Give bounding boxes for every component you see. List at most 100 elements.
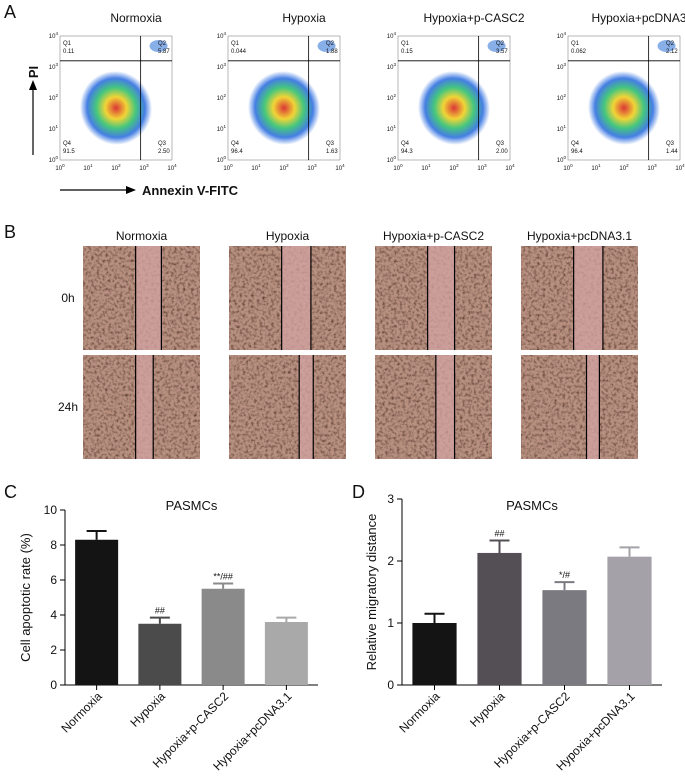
quadrant-value: 2.50 [158,149,170,155]
tick-base: 10 [557,127,564,133]
tick-base: 10 [557,34,564,40]
error-bar [213,582,234,589]
wound-gap [135,246,162,350]
tick-label: 102 [449,163,459,172]
panel-label: D [352,482,365,502]
tick-base: 10 [335,166,342,172]
quadrant-value: 94.3 [401,149,413,155]
tick-base: 10 [217,34,224,40]
tick-base: 10 [279,166,286,172]
quadrant-name: Q3 [326,141,335,147]
plot-title: Hypoxia+p-CASC2 [423,11,524,25]
flow-plot: Hypoxia+p-CASC2 Q1 0.15 Q2 3.57 Q3 2.00 Q4 94.3 1… [387,11,525,172]
plot-title: Hypoxia [282,11,326,25]
tick-base: 10 [563,166,570,172]
arrow-head [29,80,37,90]
quadrant-value: 0.044 [231,49,247,55]
tick-base: 10 [49,127,56,133]
tick-label: 100 [557,155,567,164]
tick-base: 10 [217,65,224,71]
quadrant-name: Q1 [401,41,410,47]
tick-exponent: 4 [682,163,685,168]
x-tick-label: Hypoxia [127,689,168,730]
tick-label: 101 [217,124,227,133]
tick-base: 10 [675,166,682,172]
cell-cloud-tail [149,40,168,52]
tick-label: 100 [217,155,227,164]
error-bar [554,581,575,591]
tick-exponent: 2 [223,93,226,98]
quadrant-name: Q4 [571,141,580,147]
tick-exponent: 1 [55,124,58,129]
quadrant-name: Q2 [326,41,335,47]
tick-label: 102 [279,163,289,172]
tick-exponent: 2 [456,163,459,168]
quadrant-name: Q1 [63,41,72,47]
tick-label: 100 [563,163,573,172]
wound-gap [427,246,455,350]
tick-exponent: 4 [393,31,396,36]
chart-title: PASMCs [506,498,558,513]
tick-label: 103 [217,62,227,71]
tick-label: 101 [387,124,397,133]
tick-exponent: 1 [90,163,93,168]
tick-label: 101 [251,163,261,172]
tick-exponent: 4 [223,31,226,36]
quadrant-value: 1.63 [326,149,338,155]
tick-label: 101 [49,124,59,133]
quadrant-value: 0.11 [63,49,75,55]
tick-base: 10 [619,166,626,172]
tick-base: 10 [387,96,394,102]
plot-title: Hypoxia+pcDNA3.1 [591,11,685,25]
tick-base: 10 [557,158,564,164]
tick-base: 10 [217,127,224,133]
wound-gap [135,355,154,459]
tick-base: 10 [139,166,146,172]
micrograph [229,355,346,459]
tick-base: 10 [55,166,62,172]
plot-frame [227,35,341,161]
tick-base: 10 [223,166,230,172]
cell-cloud-tail [487,40,506,52]
tick-label: 102 [557,93,567,102]
plot-frame [567,35,681,161]
row-label: 0h [61,291,74,305]
column-title: Hypoxia+p-CASC2 [383,229,484,243]
quadrant-value: 2.00 [496,149,508,155]
error-bar [489,539,510,553]
wound-gap [281,246,311,350]
tick-base: 10 [557,96,564,102]
tick-exponent: 3 [654,163,657,168]
x-tick-label: Normoxia [59,689,105,735]
column-title: Normoxia [116,229,168,243]
x-tick-label: Normoxia [396,689,442,735]
tick-base: 10 [49,65,56,71]
tick-label: 101 [421,163,431,172]
bar [607,556,652,685]
quadrant-value: 0.15 [401,49,413,55]
quadrant-value: 96.4 [571,149,583,155]
column-title: Hypoxia [266,229,310,243]
tick-label: 102 [619,163,629,172]
quadrant-name: Q3 [158,141,167,147]
quadrant-value: 96.4 [231,149,243,155]
quadrant-name: Q4 [63,141,72,147]
tick-exponent: 0 [400,163,403,168]
y-tick-label: 3 [387,492,394,506]
plot-frame [397,35,511,161]
quadrant-name: Q3 [496,141,505,147]
tick-label: 104 [335,163,345,172]
tick-label: 102 [217,93,227,102]
tick-base: 10 [393,166,400,172]
quadrant-name: Q3 [666,141,675,147]
plot-frame [59,35,173,161]
tick-label: 104 [167,163,177,172]
tick-label: 102 [111,163,121,172]
tick-exponent: 2 [118,163,121,168]
tick-label: 102 [49,93,59,102]
panel-label: B [4,222,16,242]
tick-exponent: 1 [393,124,396,129]
y-axis-label: PI [26,66,41,78]
bar [542,590,587,685]
tick-exponent: 1 [258,163,261,168]
